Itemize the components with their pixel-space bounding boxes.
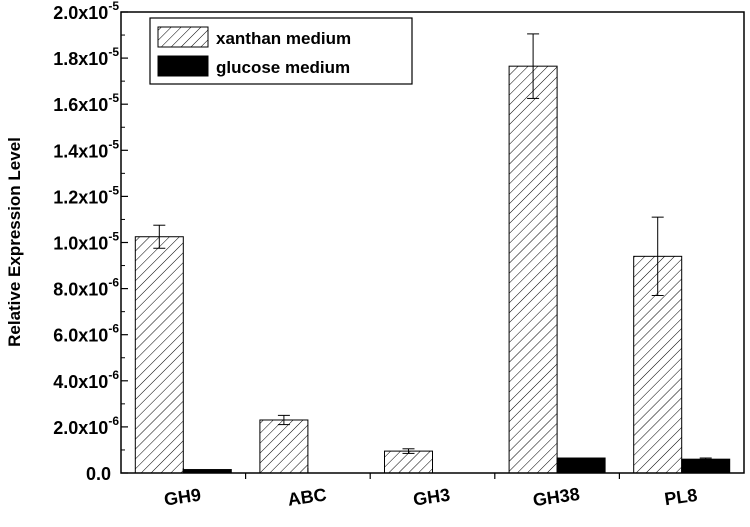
y-tick-labels: 0.0 2.0x10-6 4.0x10-6 6.0x10-6 8.0x10-6 1.0x1… (53, 0, 119, 484)
legend-swatch-xanthan (157, 26, 209, 48)
y-tick-label: 2.0x10-6 (53, 414, 119, 438)
error-bar-gh9-xanthan (153, 224, 166, 249)
bars-layer (134, 65, 731, 474)
legend-swatch-glucose (157, 55, 209, 77)
bar-gh9-xanthan (134, 236, 184, 474)
bar-gh38-glucose (556, 457, 606, 474)
error-bar-gh38-xanthan (527, 33, 540, 99)
y-axis-label: Relative Expression Level (5, 137, 24, 347)
x-tick-label: GH3 (412, 485, 451, 510)
legend-label-xanthan: xanthan medium (216, 29, 351, 48)
y-tick-label: 1.4x10-5 (53, 137, 119, 161)
y-tick-label: 4.0x10-6 (53, 368, 119, 392)
y-tick-label: 6.0x10-6 (53, 322, 119, 346)
legend: xanthan medium glucose medium (149, 17, 413, 85)
error-bar-pl8-glucose (699, 457, 712, 461)
x-tick-labels: GH9 ABC GH3 GH38 PL8 (163, 484, 699, 510)
x-tick-label: GH9 (163, 485, 202, 510)
legend-label-glucose: glucose medium (216, 58, 350, 77)
y-tick-label: 1.8x10-5 (53, 45, 119, 69)
bar-pl8-xanthan (633, 255, 683, 474)
x-tick-label: ABC (286, 484, 327, 509)
bar-abc-xanthan (259, 419, 309, 474)
y-tick-label: 1.6x10-5 (53, 91, 119, 115)
x-tick-label: PL8 (663, 485, 698, 509)
y-tick-label: 1.0x10-5 (53, 230, 119, 254)
y-tick-label: 2.0x10-5 (53, 0, 119, 23)
y-tick-label: 0.0 (86, 464, 111, 484)
error-bar-gh3-xanthan (402, 448, 415, 454)
error-bars-layer (153, 33, 712, 461)
y-tick-label: 8.0x10-6 (53, 276, 119, 300)
bar-gh3-xanthan (384, 450, 433, 474)
y-tick-label: 1.2x10-5 (53, 183, 119, 207)
axes-layer (120, 11, 745, 479)
error-bar-abc-xanthan (277, 414, 290, 426)
x-tick-label: GH38 (532, 484, 581, 510)
bar-pl8-glucose (681, 458, 731, 474)
bar-gh38-xanthan (508, 65, 558, 474)
error-bar-pl8-xanthan (651, 216, 664, 297)
